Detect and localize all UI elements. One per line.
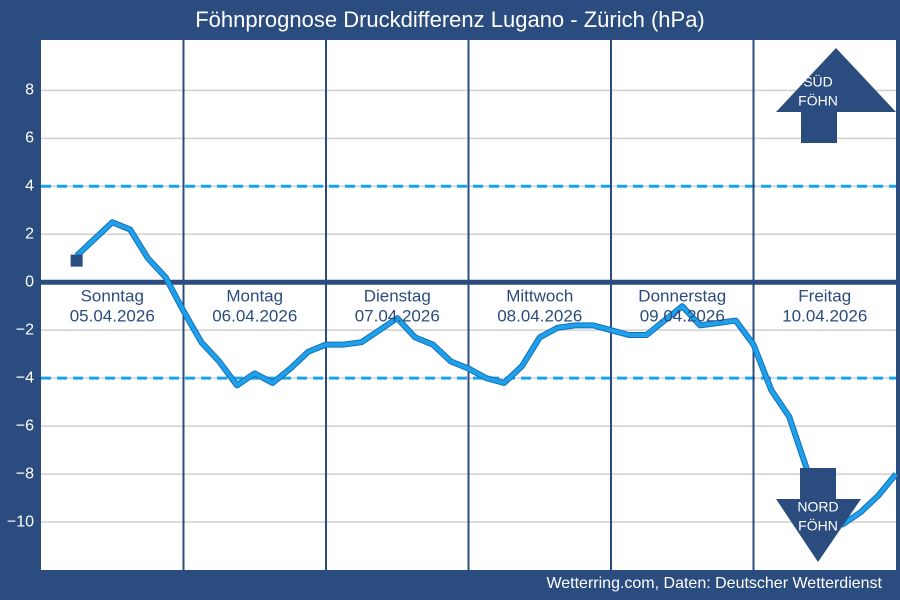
y-tick-label: 4	[25, 178, 34, 195]
arrow-up-shaft	[801, 111, 837, 143]
y-tick-label: −2	[16, 321, 34, 338]
y-tick-label: 8	[25, 82, 34, 99]
day-date: 10.04.2026	[782, 306, 867, 325]
start-marker	[70, 254, 83, 267]
y-tick-label: −10	[7, 513, 34, 530]
line	[75, 220, 898, 527]
arrow-down-shaft	[800, 468, 836, 500]
day-date: 06.04.2026	[212, 306, 297, 325]
day-date: 05.04.2026	[70, 306, 155, 325]
day-date: 08.04.2026	[497, 306, 582, 325]
source: Wetterring.com, Daten: Deutscher Wetterd…	[546, 575, 882, 592]
day-name: Donnerstag	[638, 286, 726, 305]
y-tick-label: 0	[25, 273, 34, 290]
day-date: 09.04.2026	[640, 306, 725, 325]
y-tick-label: −6	[16, 417, 34, 434]
day-date: 07.04.2026	[355, 306, 440, 325]
annotation: FÖHN	[798, 517, 838, 534]
day-name: Montag	[226, 286, 283, 305]
y-tick-label: 2	[25, 225, 34, 242]
y-tick-label: 6	[25, 130, 34, 147]
day-name: Mittwoch	[506, 286, 573, 305]
annotation: NORD	[797, 499, 838, 515]
y-tick-label: −8	[16, 465, 34, 482]
arrow-up	[776, 48, 896, 112]
chart-title: Föhnprognose Druckdifferenz Lugano - Zür…	[195, 7, 705, 32]
day-name: Freitag	[798, 286, 851, 305]
y-tick-label: −4	[16, 369, 34, 386]
arrow-down	[776, 499, 861, 562]
annotation: SÜD	[803, 73, 833, 90]
annotation: FÖHN	[798, 92, 838, 109]
day-name: Sonntag	[81, 286, 144, 305]
day-name: Dienstag	[364, 286, 431, 305]
